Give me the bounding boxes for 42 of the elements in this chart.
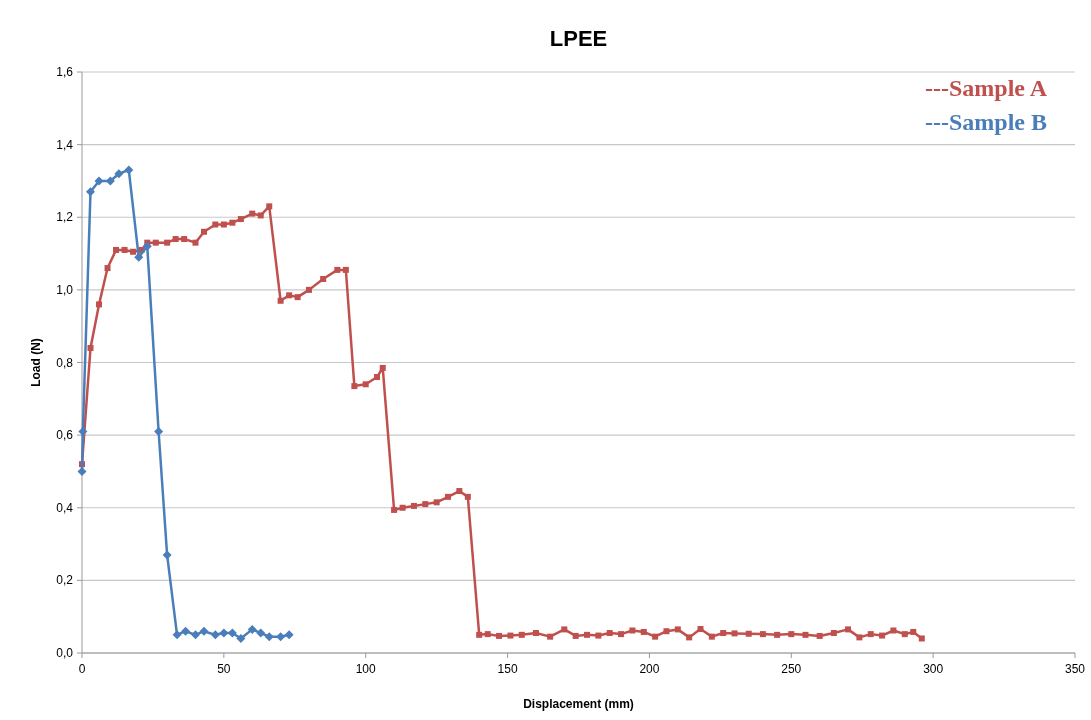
y-axis-title: Load (N)	[29, 338, 43, 387]
y-tick-label: 0,8	[56, 355, 74, 370]
x-axis-title: Displacement (mm)	[523, 697, 634, 711]
point	[162, 550, 172, 560]
x-tick-label: 100	[355, 662, 377, 676]
y-tick-label: 1,0	[56, 282, 74, 297]
point	[247, 624, 257, 634]
chart-title: LPEE	[549, 26, 608, 51]
x-tick-label: 300	[923, 662, 944, 676]
point	[256, 628, 266, 638]
point	[86, 187, 96, 197]
text: ---Sample B	[925, 109, 1047, 135]
y-tick-label: 0,6	[56, 428, 74, 443]
x-tick-label: 0	[78, 662, 86, 676]
point	[181, 626, 191, 636]
point	[199, 626, 209, 636]
point	[142, 241, 152, 251]
point	[190, 630, 200, 640]
point	[236, 633, 246, 643]
y-tick-label: 1,2	[56, 210, 74, 225]
point	[124, 165, 134, 175]
point	[154, 426, 164, 436]
y-tick-label: 0,2	[56, 573, 74, 588]
text: ---Sample A	[925, 75, 1048, 101]
y-tick-label: 0,4	[56, 500, 74, 515]
x-tick-label: 150	[497, 662, 518, 676]
point	[210, 630, 220, 640]
point	[114, 169, 124, 179]
point	[172, 630, 182, 640]
point	[276, 632, 286, 642]
point	[94, 176, 104, 186]
y-tick-label: 0,0	[56, 646, 74, 660]
point	[219, 628, 229, 638]
x-tick-label: 250	[781, 662, 802, 676]
x-tick-label: 50	[217, 662, 231, 676]
point	[264, 632, 274, 642]
point	[284, 630, 294, 640]
x-tick-label: 200	[639, 662, 660, 676]
y-tick-label: 1,6	[56, 65, 74, 79]
point	[134, 252, 144, 262]
y-tick-label: 1,4	[56, 137, 74, 152]
x-tick-label: 350	[1064, 662, 1086, 676]
